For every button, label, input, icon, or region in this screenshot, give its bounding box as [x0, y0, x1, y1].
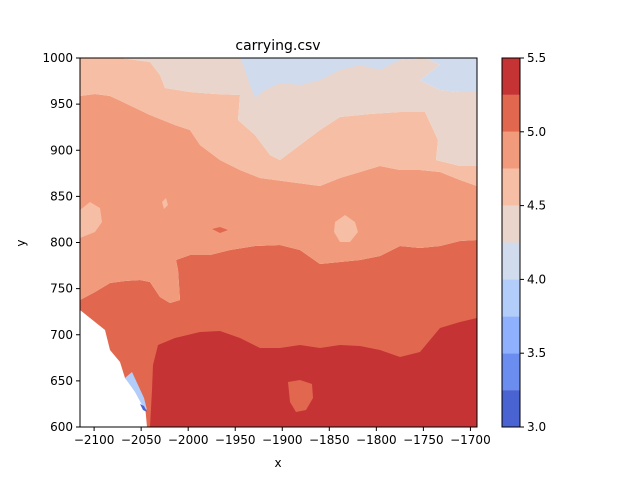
plot-area	[80, 58, 477, 427]
x-axis-label: x	[274, 456, 281, 470]
y-tick-label: 850	[50, 189, 73, 203]
x-tick-label: −1750	[403, 433, 444, 447]
y-tick-label: 700	[50, 328, 73, 342]
x-tick-label: −2000	[168, 433, 209, 447]
colorbar-ticks: 3.0 3.5 4.0 4.5 5.0 5.5	[520, 51, 546, 434]
x-tick-label: −1900	[262, 433, 303, 447]
contour-island-5.0	[288, 380, 313, 412]
x-tick-label: −2100	[74, 433, 115, 447]
y-tick-label: 900	[50, 143, 73, 157]
contour-band-4.25-4.5	[120, 58, 477, 166]
colorbar-segment	[502, 390, 520, 427]
colorbar-segment	[502, 316, 520, 354]
colorbar-tick-label: 5.0	[527, 125, 546, 139]
colorbar-segment	[502, 279, 520, 317]
colorbar-tick-label: 3.5	[527, 346, 546, 360]
colorbar-segment	[502, 242, 520, 280]
x-tick-label: −1950	[215, 433, 256, 447]
colorbar-tick-label: 5.5	[527, 51, 546, 65]
x-tick-label: −1700	[450, 433, 491, 447]
x-tick-label: −2050	[121, 433, 162, 447]
y-tick-label: 750	[50, 282, 73, 296]
contour-band-4.5-4.75	[80, 58, 477, 186]
contour-island-right	[334, 215, 358, 242]
colorbar-tick-label: 4.0	[527, 272, 546, 286]
contour-blue-edge	[140, 404, 147, 412]
colorbar-tick-label: 4.5	[527, 199, 546, 213]
y-tick-label: 650	[50, 374, 73, 388]
y-tick-label: 950	[50, 97, 73, 111]
contour-band-5.25-5.5	[150, 318, 477, 427]
colorbar-tick-label: 3.0	[527, 420, 546, 434]
colorbar-segment	[502, 131, 520, 169]
contour-band-4.0-4.25	[240, 58, 477, 98]
chart-title: carrying.csv	[235, 38, 320, 54]
colorbar-segment	[502, 353, 520, 391]
contour-blank-region	[80, 310, 147, 427]
colorbar-segment	[502, 168, 520, 206]
colorbar-frame	[501, 57, 521, 428]
colorbar-segment	[502, 58, 520, 95]
contour-island-tiny	[162, 198, 168, 209]
colorbar	[501, 57, 521, 428]
contour-band-4.75-5.0	[80, 94, 477, 303]
colorbar-segment	[502, 205, 520, 243]
y-tick-label: 600	[50, 420, 73, 434]
colorbar-segment	[502, 94, 520, 132]
contour-island-left	[80, 202, 102, 238]
y-axis-label: y	[14, 239, 28, 246]
y-tick-label: 800	[50, 236, 73, 250]
y-tick-label: 1000	[42, 51, 73, 65]
x-axis: −2100 −2050 −2000 −1950 −1900 −1850 −1800 −1750…	[74, 427, 491, 447]
x-tick-label: −1800	[356, 433, 397, 447]
y-axis: 600 650 700 750 800 850 900 950 1000	[42, 51, 80, 434]
x-tick-label: −1850	[309, 433, 350, 447]
contour-cool-edge	[125, 372, 147, 410]
contour-island-small-red	[212, 227, 228, 233]
